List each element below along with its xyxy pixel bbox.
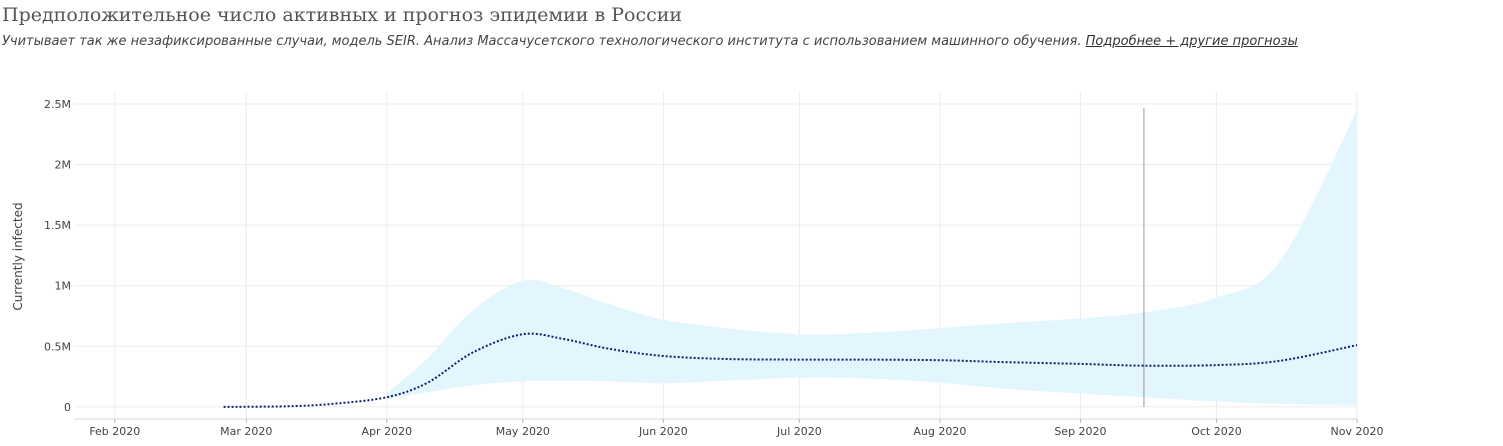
- x-tick-label: Oct 2020: [1191, 425, 1242, 438]
- x-tick-label: Nov 2020: [1331, 425, 1384, 438]
- x-tick-label: Jun 2020: [638, 425, 688, 438]
- x-tick-label: Aug 2020: [913, 425, 966, 438]
- x-axis-ticks: Feb 2020 Mar 2020 Apr 2020 May 2020 Jun 2020…: [89, 419, 1383, 438]
- x-tick-label: Sep 2020: [1054, 425, 1106, 438]
- x-tick-label: May 2020: [496, 425, 550, 438]
- y-tick-label: 1.5M: [44, 219, 71, 232]
- x-tick-label: Feb 2020: [89, 425, 140, 438]
- x-tick-label: Apr 2020: [362, 425, 413, 438]
- y-axis-label: Currently infected: [11, 202, 25, 310]
- x-tick-label: Jul 2020: [776, 425, 822, 438]
- confidence-band: [386, 110, 1357, 406]
- subtitle-text: Учитывает так же незафиксированные случа…: [2, 34, 1082, 49]
- page-title: Предположительное число активных и прогн…: [2, 4, 683, 26]
- y-tick-label: 0: [64, 401, 71, 414]
- y-tick-label: 0.5M: [44, 340, 71, 353]
- x-tick-label: Mar 2020: [220, 425, 272, 438]
- chart-subtitle: Учитывает так же незафиксированные случа…: [2, 34, 1298, 49]
- more-forecasts-link[interactable]: Подробнее + другие прогнозы: [1085, 34, 1298, 49]
- y-axis-ticks: 0 0.5M 1M 1.5M 2M 2.5M: [44, 98, 71, 414]
- y-tick-label: 2.5M: [44, 98, 71, 111]
- forecast-line: [223, 332, 1358, 408]
- y-tick-label: 2M: [55, 159, 72, 172]
- y-tick-label: 1M: [55, 280, 72, 293]
